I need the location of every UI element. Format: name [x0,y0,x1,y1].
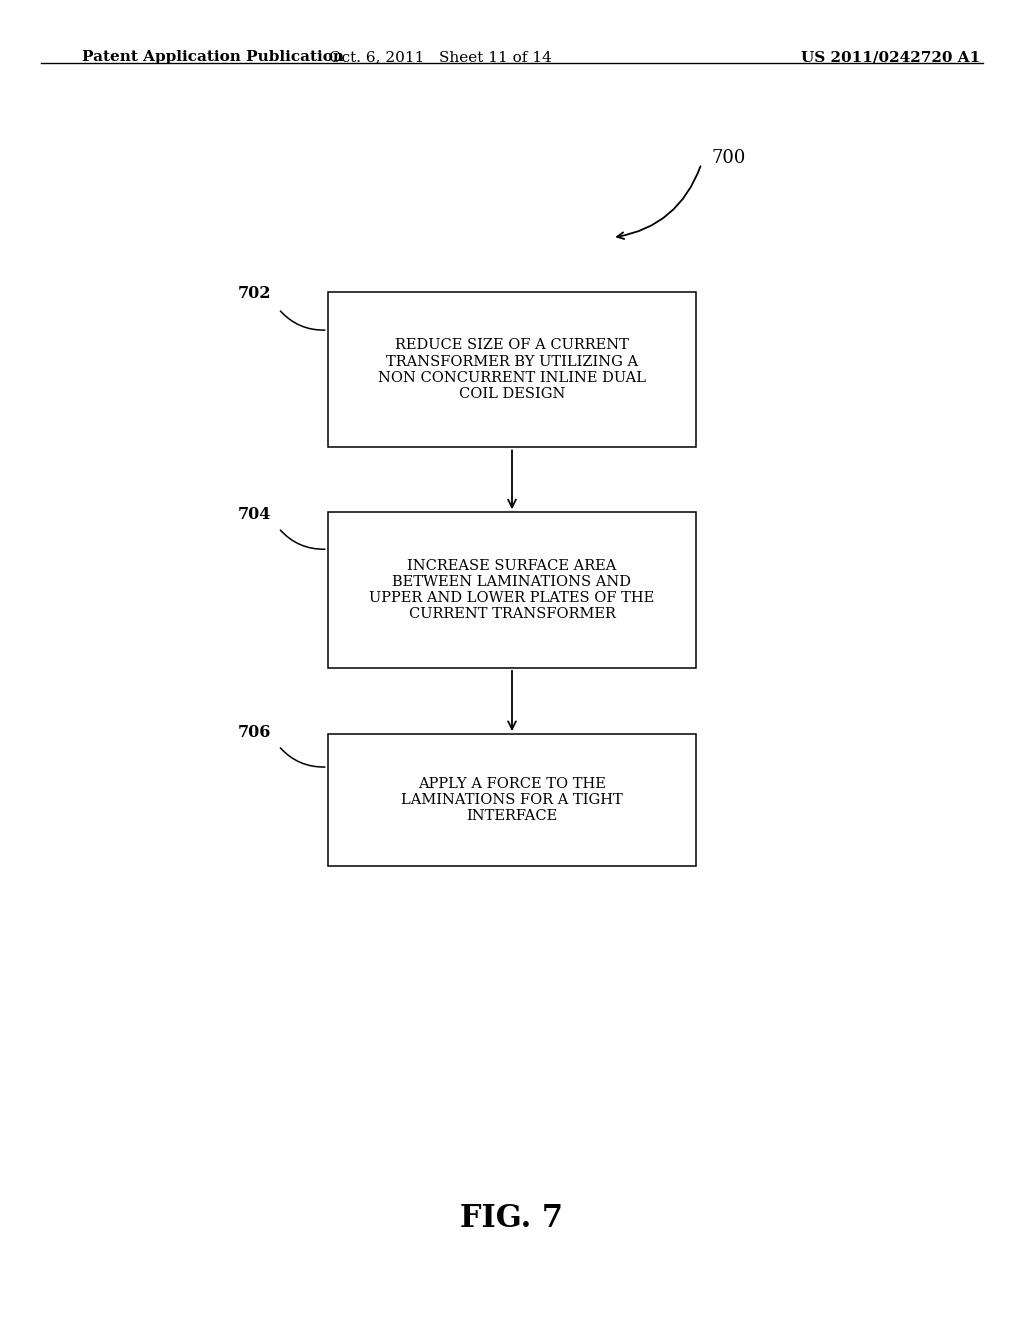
Text: FIG. 7: FIG. 7 [461,1203,563,1234]
FancyArrowPatch shape [281,748,325,767]
FancyBboxPatch shape [328,292,696,447]
Text: 704: 704 [238,506,271,523]
Text: 706: 706 [238,723,271,741]
Text: US 2011/0242720 A1: US 2011/0242720 A1 [801,50,981,65]
Text: 702: 702 [238,285,271,302]
Text: 700: 700 [712,149,746,168]
FancyBboxPatch shape [328,512,696,668]
FancyArrowPatch shape [281,531,325,549]
Text: APPLY A FORCE TO THE
LAMINATIONS FOR A TIGHT
INTERFACE: APPLY A FORCE TO THE LAMINATIONS FOR A T… [401,776,623,824]
FancyArrowPatch shape [281,312,325,330]
FancyArrowPatch shape [617,166,700,239]
Text: Patent Application Publication: Patent Application Publication [82,50,344,65]
FancyBboxPatch shape [328,734,696,866]
Text: Oct. 6, 2011   Sheet 11 of 14: Oct. 6, 2011 Sheet 11 of 14 [329,50,552,65]
Text: INCREASE SURFACE AREA
BETWEEN LAMINATIONS AND
UPPER AND LOWER PLATES OF THE
CURR: INCREASE SURFACE AREA BETWEEN LAMINATION… [370,558,654,622]
Text: REDUCE SIZE OF A CURRENT
TRANSFORMER BY UTILIZING A
NON CONCURRENT INLINE DUAL
C: REDUCE SIZE OF A CURRENT TRANSFORMER BY … [378,338,646,401]
